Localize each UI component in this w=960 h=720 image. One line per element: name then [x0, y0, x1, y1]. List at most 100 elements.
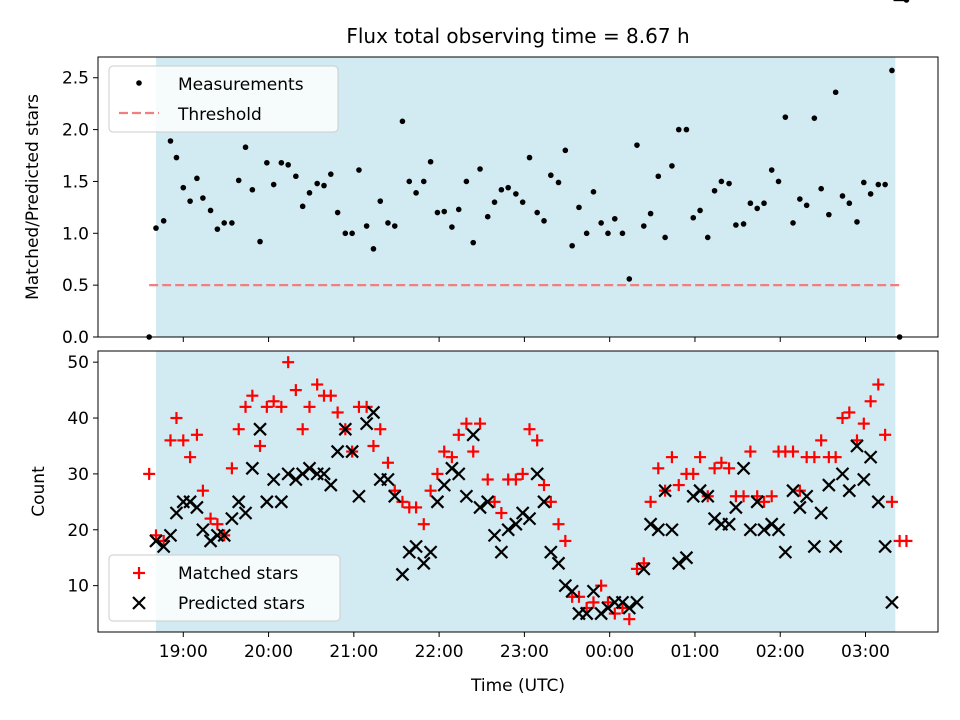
- measurement-point: [797, 196, 803, 202]
- x-tick-label: 22:00: [415, 642, 464, 662]
- matched-star-point: [637, 557, 650, 570]
- bottom-y-axis-ticks: 10 20 30 40 50: [67, 353, 98, 597]
- measurement-point: [846, 200, 853, 207]
- matched-star-point: [239, 400, 252, 413]
- matched-star-point: [872, 378, 885, 391]
- matched-star-point: [531, 434, 544, 447]
- matched-star-point: [715, 456, 728, 469]
- measurement-point: [611, 215, 618, 222]
- matched-star-point: [694, 451, 707, 464]
- predicted-star-point: [345, 444, 359, 459]
- matched-star-point: [474, 417, 487, 430]
- predicted-star-point: [217, 528, 231, 543]
- predicted-star-point: [245, 461, 260, 476]
- matched-star-point: [225, 462, 238, 475]
- bottom-y-axis-label: Count: [29, 466, 49, 517]
- predicted-star-point: [665, 522, 679, 537]
- matched-stars-series: [143, 356, 913, 626]
- measurement-point: [235, 177, 242, 184]
- matched-star-point: [311, 378, 324, 391]
- predicted-star-point: [835, 467, 850, 481]
- measurement-point: [634, 142, 640, 148]
- measurement-point: [470, 239, 477, 246]
- predicted-star-point: [579, 606, 594, 621]
- measurement-point: [576, 204, 582, 211]
- predicted-star-point: [352, 489, 366, 504]
- measurement-point: [342, 230, 349, 237]
- predicted-star-point: [522, 511, 537, 526]
- measurement-point: [548, 172, 554, 179]
- measurement-point: [285, 162, 291, 168]
- measurement-point: [200, 195, 206, 201]
- matched-star-point: [488, 495, 501, 508]
- predicted-star-point: [743, 522, 758, 537]
- measurement-point: [441, 208, 448, 215]
- predicted-star-point: [466, 428, 481, 442]
- predicted-star-point: [338, 422, 353, 436]
- predicted-star-point: [878, 539, 892, 554]
- measurement-point: [655, 173, 662, 180]
- matched-star-point: [864, 395, 877, 408]
- matched-star-point: [211, 518, 224, 531]
- matched-star-point: [232, 423, 245, 436]
- matched-star-point: [177, 434, 190, 447]
- chart-title: Flux total observing time = 8.67 h: [346, 24, 689, 48]
- bottom-y-tick-label: 30: [67, 465, 89, 485]
- x-tick-label: 20:00: [244, 642, 293, 662]
- matched-star-point: [246, 389, 259, 402]
- matched-star-point: [424, 484, 437, 497]
- matched-star-point: [374, 423, 387, 436]
- matched-star-point: [616, 601, 629, 614]
- measurement-point: [803, 202, 810, 209]
- x-tick-label: 03:00: [841, 642, 890, 662]
- measurement-point: [356, 167, 362, 173]
- top-y-axis-label: Matched/Predicted stars: [23, 94, 43, 300]
- predicted-star-point: [871, 495, 886, 509]
- measurement-point: [314, 180, 320, 187]
- predicted-star-point: [274, 495, 289, 509]
- top-y-tick-label: 1.5: [62, 172, 89, 192]
- measurement-point: [889, 67, 895, 74]
- legend-matched-label: Matched stars: [178, 564, 298, 584]
- predicted-star-point: [430, 495, 445, 509]
- matched-star-point: [744, 445, 757, 458]
- matched-star-point: [538, 479, 551, 492]
- measurement-point: [167, 138, 174, 144]
- top-y-tick-label: 2.0: [62, 121, 89, 141]
- measurement-point: [683, 126, 690, 133]
- top-y-tick-label: 0.0: [62, 328, 89, 348]
- predicted-star-point: [473, 500, 487, 515]
- predicted-star-point: [266, 472, 281, 487]
- legend-predicted-marker: [132, 596, 146, 610]
- measurement-point: [775, 178, 782, 185]
- matched-star-point: [417, 518, 430, 531]
- measurement-point: [541, 218, 547, 224]
- predicted-star-point: [366, 405, 381, 420]
- predicted-star-point: [196, 522, 210, 537]
- predicted-star-point: [409, 539, 423, 554]
- measurement-point: [675, 126, 682, 133]
- matched-star-point: [410, 501, 423, 514]
- measurement-point: [153, 225, 159, 231]
- measurement-point: [519, 199, 526, 205]
- measurement-point: [321, 182, 327, 189]
- predicted-star-point: [324, 478, 338, 492]
- x-tick-label: 01:00: [670, 642, 719, 662]
- measurement-point: [257, 238, 263, 245]
- matched-star-point: [495, 507, 508, 520]
- measurement-point: [718, 178, 725, 185]
- matched-star-point: [303, 400, 316, 413]
- matched-star-point: [580, 601, 593, 614]
- measurement-point: [839, 193, 846, 199]
- x-tick-label: 00:00: [585, 642, 634, 662]
- matched-star-point: [523, 423, 536, 436]
- matched-star-point: [296, 423, 309, 436]
- matched-star-point: [170, 412, 183, 425]
- measurement-point: [463, 178, 470, 185]
- measurement-point: [334, 209, 341, 216]
- matched-star-point: [381, 456, 394, 469]
- matched-star-point: [595, 579, 608, 592]
- measurement-point: [704, 234, 711, 241]
- measurement-point: [498, 186, 505, 193]
